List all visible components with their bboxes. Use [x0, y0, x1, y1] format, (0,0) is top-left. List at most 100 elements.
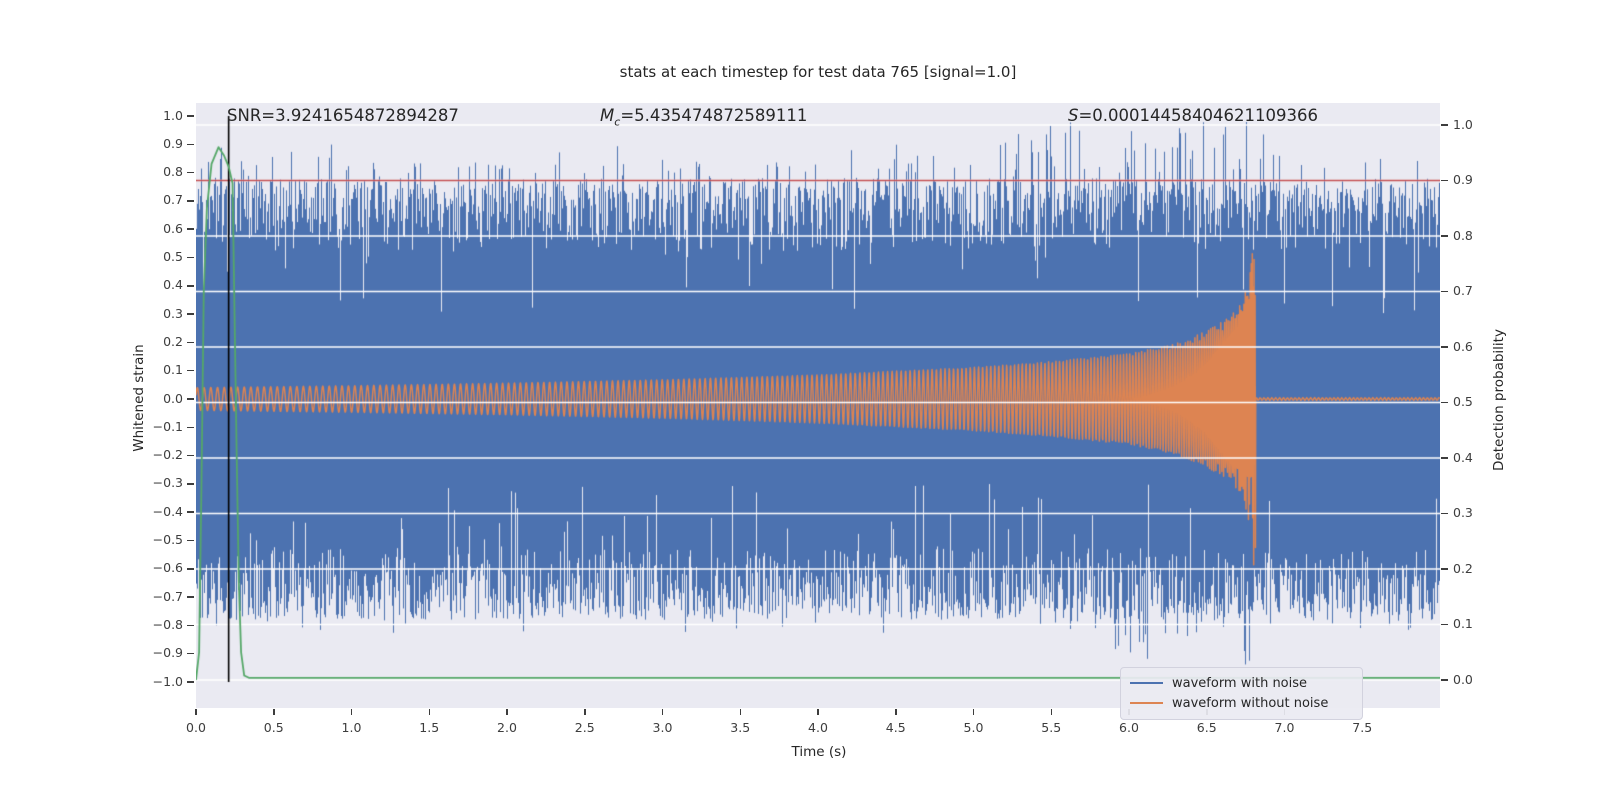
- right-tick-mark: [1441, 568, 1448, 570]
- x-tick-label: 3.0: [652, 720, 673, 735]
- x-tick-mark: [350, 709, 353, 715]
- right-tick-mark: [1441, 401, 1448, 404]
- left-tick-label: −0.6: [152, 560, 183, 576]
- left-tick-mark: [187, 596, 194, 598]
- left-tick-mark: [187, 256, 194, 259]
- annotation-s-value: =0.00014458404621109366: [1078, 106, 1319, 125]
- annotation-mc-value: =5.435474872589111: [620, 106, 808, 125]
- annotation-mc-label: M: [600, 106, 615, 125]
- right-tick-mark: [1441, 346, 1448, 348]
- right-tick-mark: [1441, 679, 1448, 681]
- right-tick-label: 0.1: [1453, 616, 1473, 631]
- right-tick-mark: [1441, 179, 1448, 182]
- x-tick-label: 6.0: [1119, 720, 1139, 735]
- x-tick-label: 3.5: [730, 720, 751, 735]
- right-tick-mark: [1441, 512, 1448, 515]
- left-tick-mark: [187, 115, 194, 117]
- left-tick-mark: [187, 568, 194, 570]
- right-tick-mark: [1441, 623, 1448, 626]
- left-tick-mark: [187, 171, 194, 174]
- left-tick-label: 0.2: [163, 333, 183, 349]
- left-tick-label: 1.0: [163, 107, 183, 123]
- left-tick-mark: [187, 454, 194, 457]
- left-tick-mark: [187, 341, 194, 344]
- right-tick-label: 0.7: [1453, 283, 1473, 298]
- left-tick-mark: [187, 285, 194, 287]
- left-tick-label: 0.7: [163, 192, 183, 208]
- left-tick-label: 0.6: [163, 220, 183, 236]
- legend-entry-noise: waveform with noise: [1130, 673, 1353, 693]
- left-tick-label: −0.9: [152, 645, 183, 661]
- right-tick-label: 0.8: [1453, 227, 1473, 243]
- left-tick-mark: [187, 143, 194, 146]
- legend-line-sample-orange: [1130, 701, 1163, 705]
- right-tick-label: 0.0: [1453, 671, 1473, 687]
- left-tick-label: −1.0: [152, 673, 183, 689]
- x-tick-label: 2.5: [574, 720, 595, 735]
- x-tick-label: 5.5: [1041, 720, 1062, 735]
- x-tick-label: 7.0: [1274, 720, 1295, 735]
- legend-entry-clean: waveform without noise: [1130, 693, 1353, 713]
- x-tick-mark: [584, 709, 586, 715]
- annotation-snr: SNR=3.9241654872894287: [227, 106, 459, 125]
- right-tick-mark: [1441, 290, 1448, 293]
- right-tick-label: 0.6: [1453, 338, 1473, 354]
- left-tick-mark: [187, 369, 194, 372]
- x-tick-label: 4.0: [808, 720, 828, 735]
- right-tick-mark: [1441, 124, 1448, 126]
- right-tick-label: 0.4: [1453, 449, 1473, 465]
- left-tick-mark: [187, 652, 194, 655]
- left-tick-mark: [187, 200, 194, 202]
- left-tick-label: −0.8: [152, 616, 183, 632]
- x-tick-label: 6.5: [1196, 720, 1217, 735]
- legend-label-noise: waveform with noise: [1172, 675, 1308, 691]
- left-tick-label: 0.3: [163, 305, 183, 321]
- left-tick-mark: [187, 511, 194, 513]
- left-tick-mark: [187, 483, 194, 485]
- right-tick-label: 0.5: [1453, 394, 1473, 409]
- legend: waveform with noise waveform without noi…: [1120, 667, 1363, 720]
- left-tick-mark: [187, 228, 194, 230]
- legend-line-sample-blue: [1130, 681, 1163, 685]
- left-tick-mark: [187, 426, 194, 429]
- x-tick-mark: [1050, 709, 1052, 715]
- right-tick-label: 0.9: [1453, 172, 1473, 187]
- left-tick-label: −0.2: [152, 447, 183, 463]
- left-tick-label: −0.1: [152, 418, 183, 434]
- x-tick-mark: [972, 709, 975, 715]
- right-tick-mark: [1441, 235, 1448, 237]
- left-tick-label: 0.1: [163, 362, 183, 378]
- x-tick-label: 0.0: [186, 720, 206, 735]
- x-tick-label: 4.5: [885, 720, 906, 735]
- x-tick-mark: [273, 709, 275, 715]
- left-tick-mark: [187, 398, 194, 400]
- left-tick-mark: [187, 681, 194, 683]
- right-tick-label: 0.2: [1453, 560, 1473, 576]
- annotation-s-label: S: [1068, 106, 1079, 125]
- x-axis-label: Time (s): [791, 744, 847, 760]
- x-tick-label: 7.5: [1352, 720, 1373, 735]
- x-tick-mark: [739, 709, 741, 715]
- right-axis-label: Detection probability: [1491, 329, 1507, 471]
- x-tick-mark: [817, 709, 819, 715]
- x-tick-mark: [195, 709, 197, 715]
- x-tick-mark: [895, 709, 897, 715]
- right-tick-mark: [1441, 457, 1448, 459]
- left-tick-label: −0.5: [152, 532, 183, 547]
- x-tick-mark: [506, 709, 508, 715]
- chart-title: stats at each timestep for test data 765…: [619, 63, 1017, 81]
- annotation-chirp-mass: Mc=5.435474872589111: [600, 106, 807, 128]
- annotation-snr-value: =3.9241654872894287: [261, 106, 459, 125]
- left-tick-mark: [187, 539, 194, 542]
- right-tick-label: 1.0: [1453, 116, 1473, 132]
- right-tick-label: 0.3: [1453, 505, 1473, 520]
- x-tick-label: 1.5: [419, 720, 440, 735]
- left-tick-mark: [187, 313, 194, 315]
- left-tick-label: 0.4: [163, 277, 183, 293]
- left-tick-mark: [187, 624, 194, 627]
- x-tick-mark: [661, 709, 664, 715]
- left-tick-label: 0.0: [163, 390, 183, 406]
- annotation-mc-subscript: c: [614, 115, 621, 129]
- left-tick-label: −0.4: [152, 503, 183, 519]
